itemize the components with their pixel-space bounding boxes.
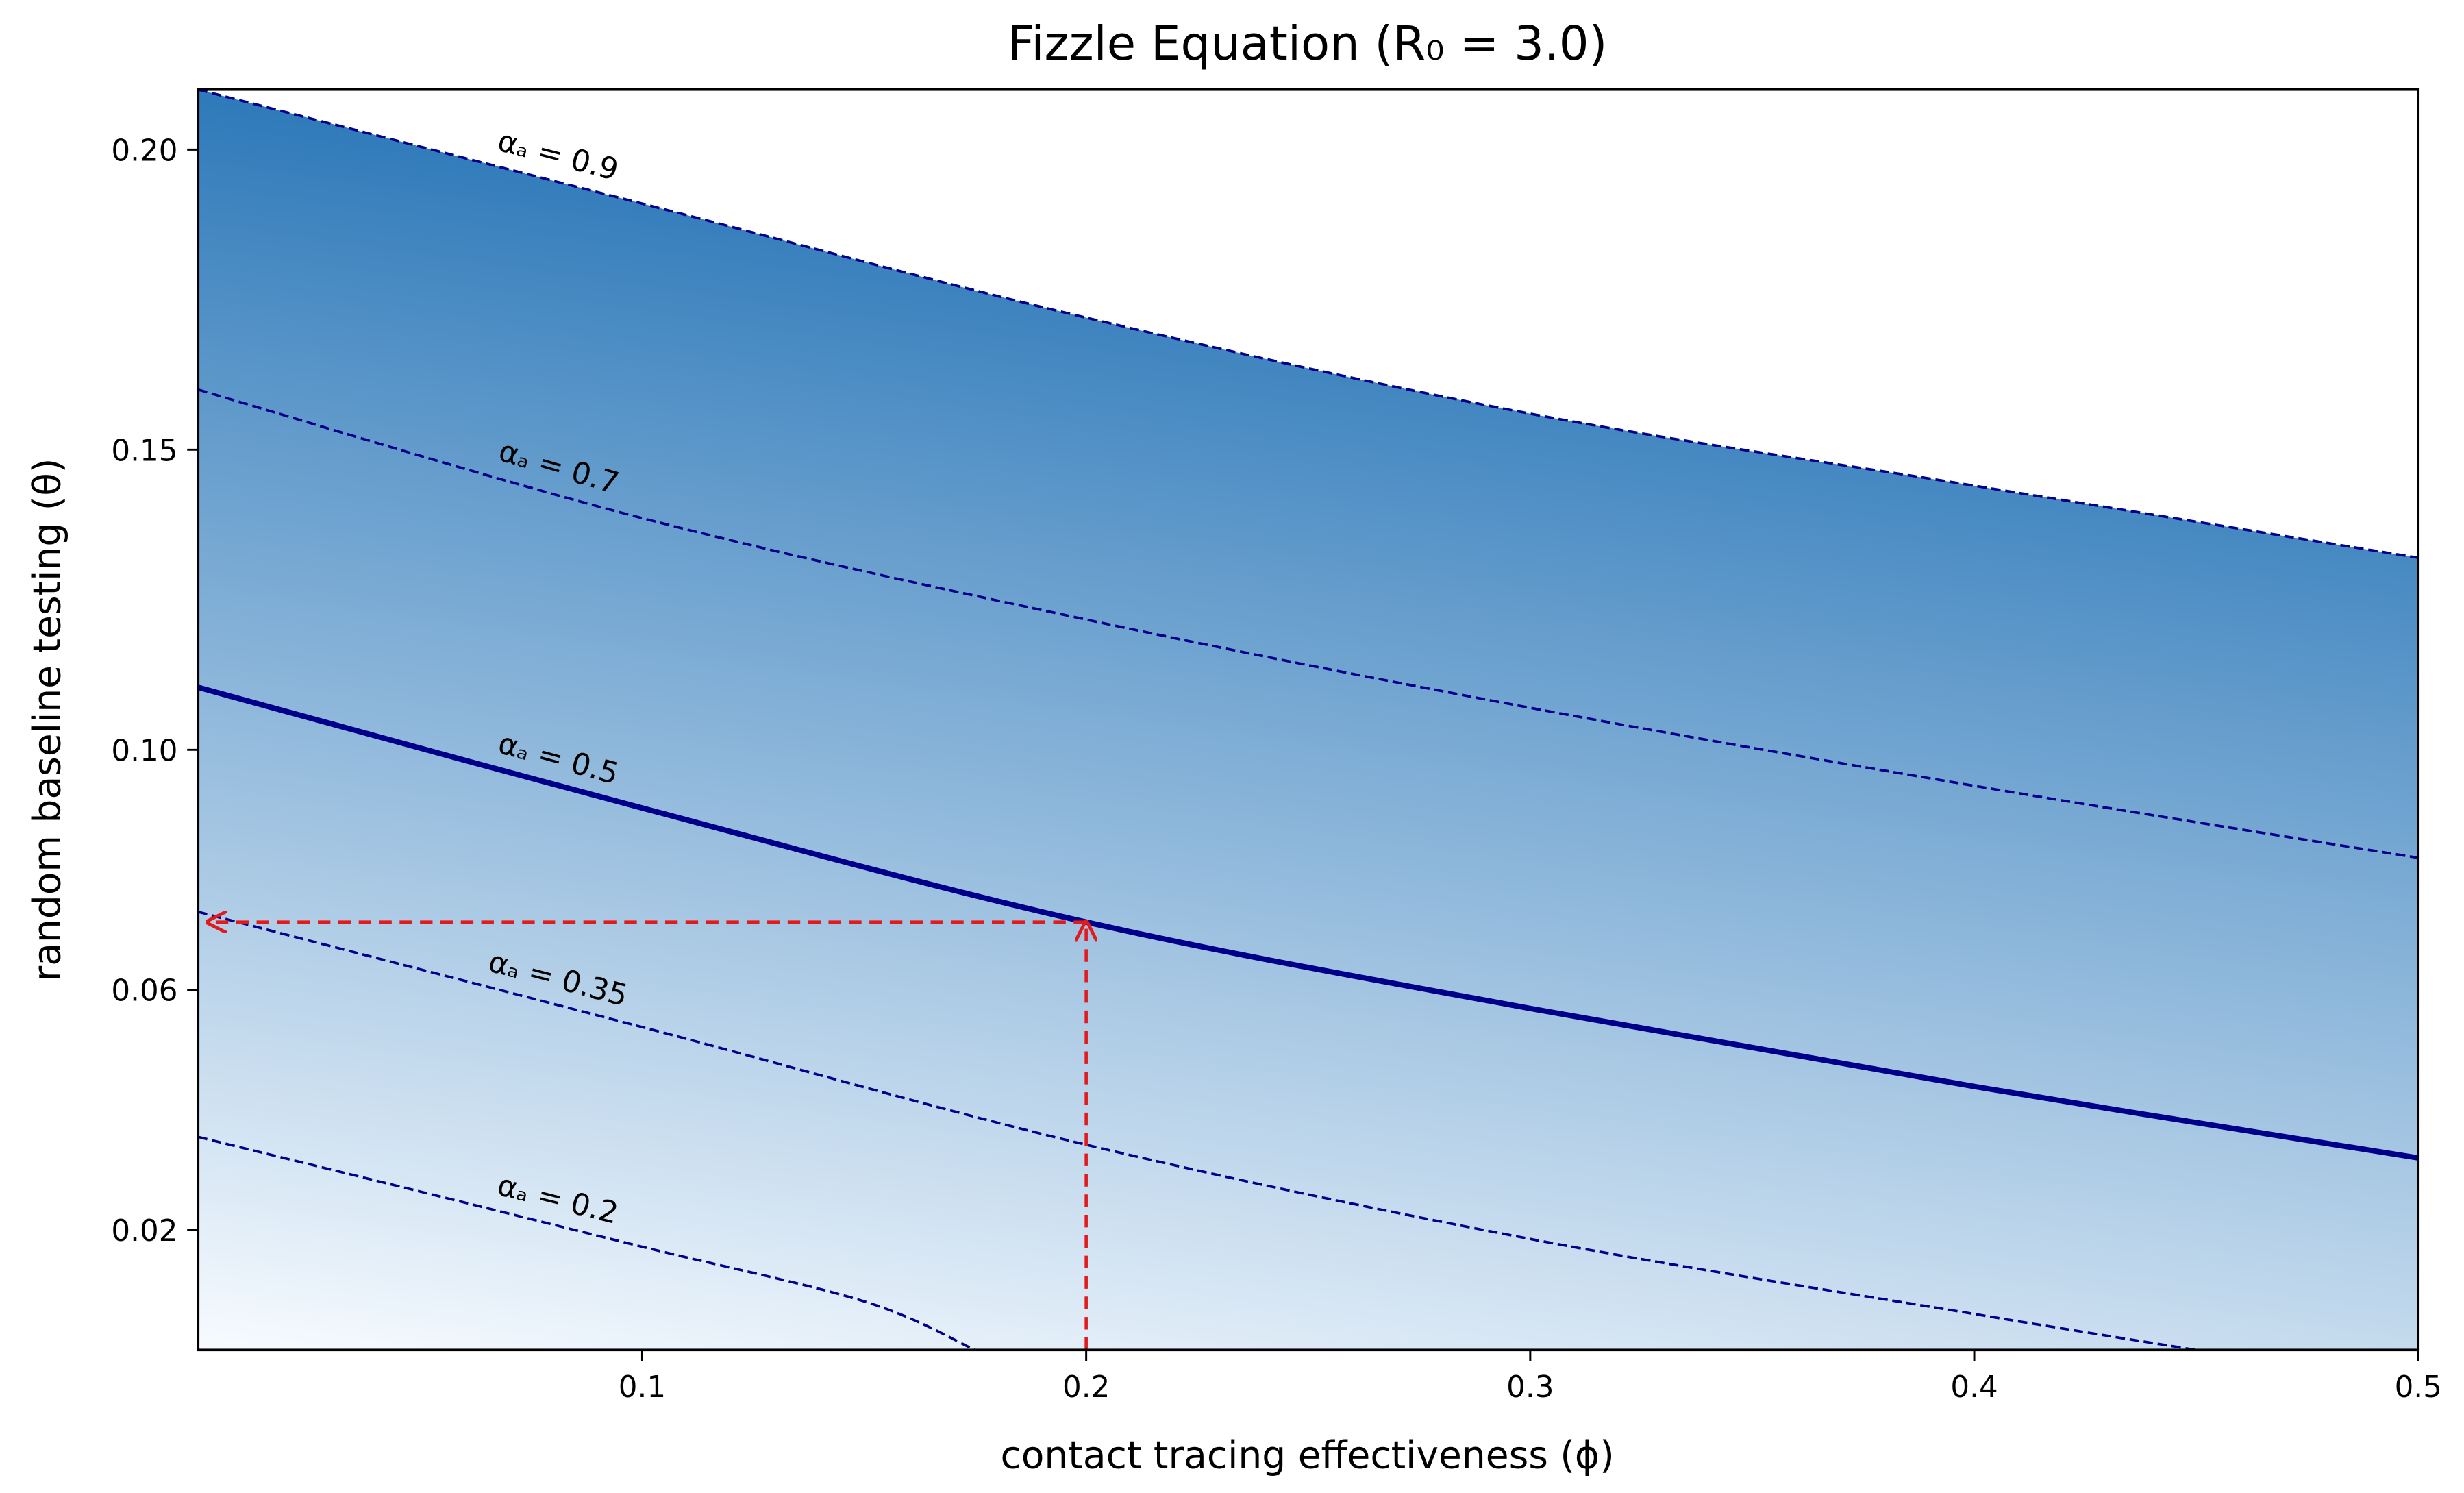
y-tick-label: 0.10 [111,734,177,768]
filled-region [198,89,2419,1350]
x-tick-label: 0.1 [619,1370,666,1405]
x-tick-label: 0.2 [1062,1370,1110,1405]
chart-title: Fizzle Equation (R₀ = 3.0) [1008,16,1608,71]
contour-line [198,89,2419,559]
y-tick-label: 0.20 [111,134,177,168]
contour-line [198,1135,976,1350]
x-tick-label: 0.5 [2395,1370,2442,1405]
plot-frame [197,88,2420,1352]
x-axis-label: contact tracing effectiveness (ϕ) [1000,1433,1614,1477]
y-axis-label: random baseline testing (θ) [25,458,69,982]
contour-line [198,684,2419,1161]
contour-line [198,388,2419,859]
y-tick-label: 0.06 [111,974,177,1009]
y-tick-label: 0.02 [111,1214,177,1248]
x-tick-label: 0.3 [1506,1370,1554,1405]
plot-area [198,89,2419,1350]
x-tick-label: 0.4 [1950,1370,1998,1405]
y-tick-label: 0.15 [111,434,177,468]
